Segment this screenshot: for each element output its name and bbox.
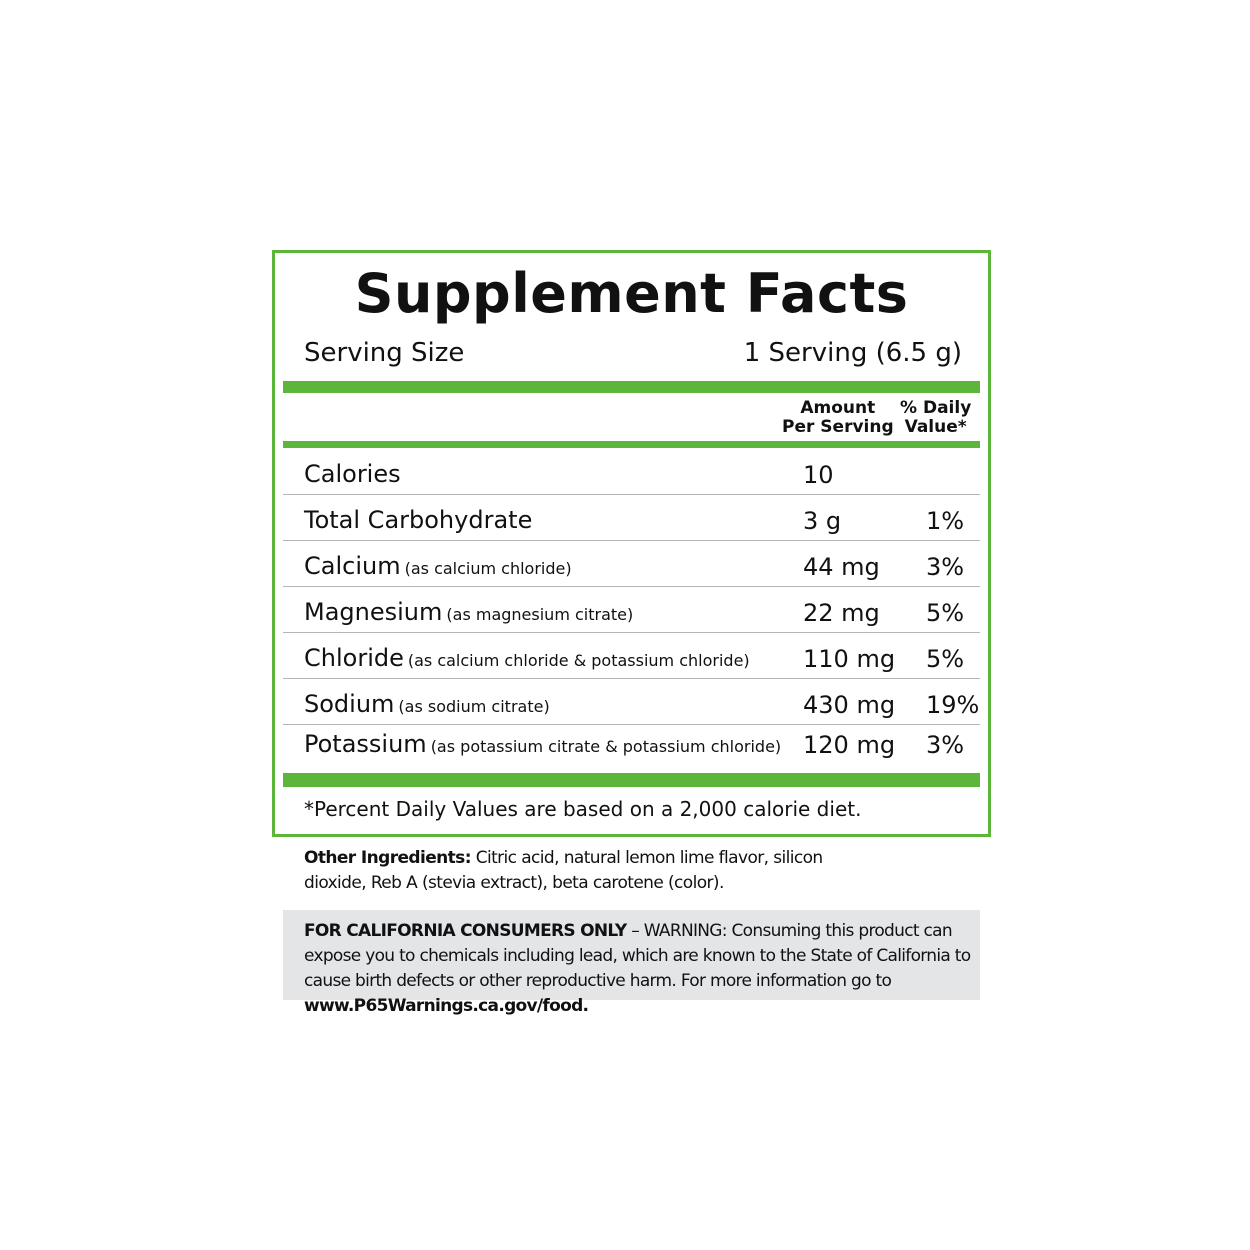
nutrient-amount: 3 g	[803, 507, 842, 535]
nutrient-daily-value: 5%	[926, 599, 965, 627]
divider-bar	[283, 381, 980, 393]
nutrient-name: Calcium (as calcium chloride)	[304, 552, 572, 580]
amount-header: Amount Per Serving	[782, 398, 894, 437]
supplement-facts-panel	[272, 250, 991, 837]
nutrient-amount: 430 mg	[803, 691, 896, 719]
other-ingredients: Other Ingredients: Citric acid, natural …	[304, 848, 823, 893]
nutrient-name: Chloride (as calcium chloride & potassium…	[304, 644, 750, 672]
nutrient-amount: 10	[803, 461, 834, 489]
nutrient-name: Potassium (as potassium citrate & potassi…	[304, 730, 782, 758]
nutrient-name: Magnesium (as magnesium citrate)	[304, 598, 634, 626]
nutrient-daily-value: 3%	[926, 731, 965, 759]
warning-link[interactable]: www.P65Warnings.ca.gov/food.	[304, 996, 589, 1016]
serving-size-label: Serving Size	[304, 338, 465, 368]
footnote: *Percent Daily Values are based on a 2,0…	[304, 797, 862, 821]
serving-size-value: 1 Serving (6.5 g)	[743, 338, 962, 368]
nutrient-amount: 44 mg	[803, 553, 880, 581]
nutrient-amount: 110 mg	[803, 645, 896, 673]
nutrient-row: Potassium (as potassium citrate & potassi…	[283, 724, 980, 764]
nutrient-name: Sodium (as sodium citrate)	[304, 690, 550, 718]
nutrient-name: Total Carbohydrate	[304, 506, 533, 534]
nutrient-row: Magnesium (as magnesium citrate) 22 mg 5%	[283, 586, 980, 633]
nutrient-daily-value: 1%	[926, 507, 965, 535]
nutrient-row: Calcium (as calcium chloride) 44 mg 3%	[283, 540, 980, 587]
nutrient-amount: 120 mg	[803, 731, 896, 759]
daily-value-header: % Daily Value*	[900, 398, 972, 437]
nutrient-daily-value: 19%	[926, 691, 980, 719]
nutrient-name: Calories	[304, 460, 401, 488]
nutrient-row: Sodium (as sodium citrate) 430 mg 19%	[283, 678, 980, 725]
nutrient-daily-value: 3%	[926, 553, 965, 581]
nutrient-row: Chloride (as calcium chloride & potassium…	[283, 632, 980, 679]
prop65-warning: FOR CALIFORNIA CONSUMERS ONLY – WARNING:…	[283, 910, 980, 1016]
nutrient-row: Calories 10	[283, 448, 980, 495]
divider-bar	[283, 773, 980, 787]
nutrient-daily-value: 5%	[926, 645, 965, 673]
panel-title: Supplement Facts	[354, 262, 909, 325]
divider-bar	[283, 441, 980, 448]
nutrient-amount: 22 mg	[803, 599, 880, 627]
nutrient-row: Total Carbohydrate 3 g 1%	[283, 494, 980, 541]
